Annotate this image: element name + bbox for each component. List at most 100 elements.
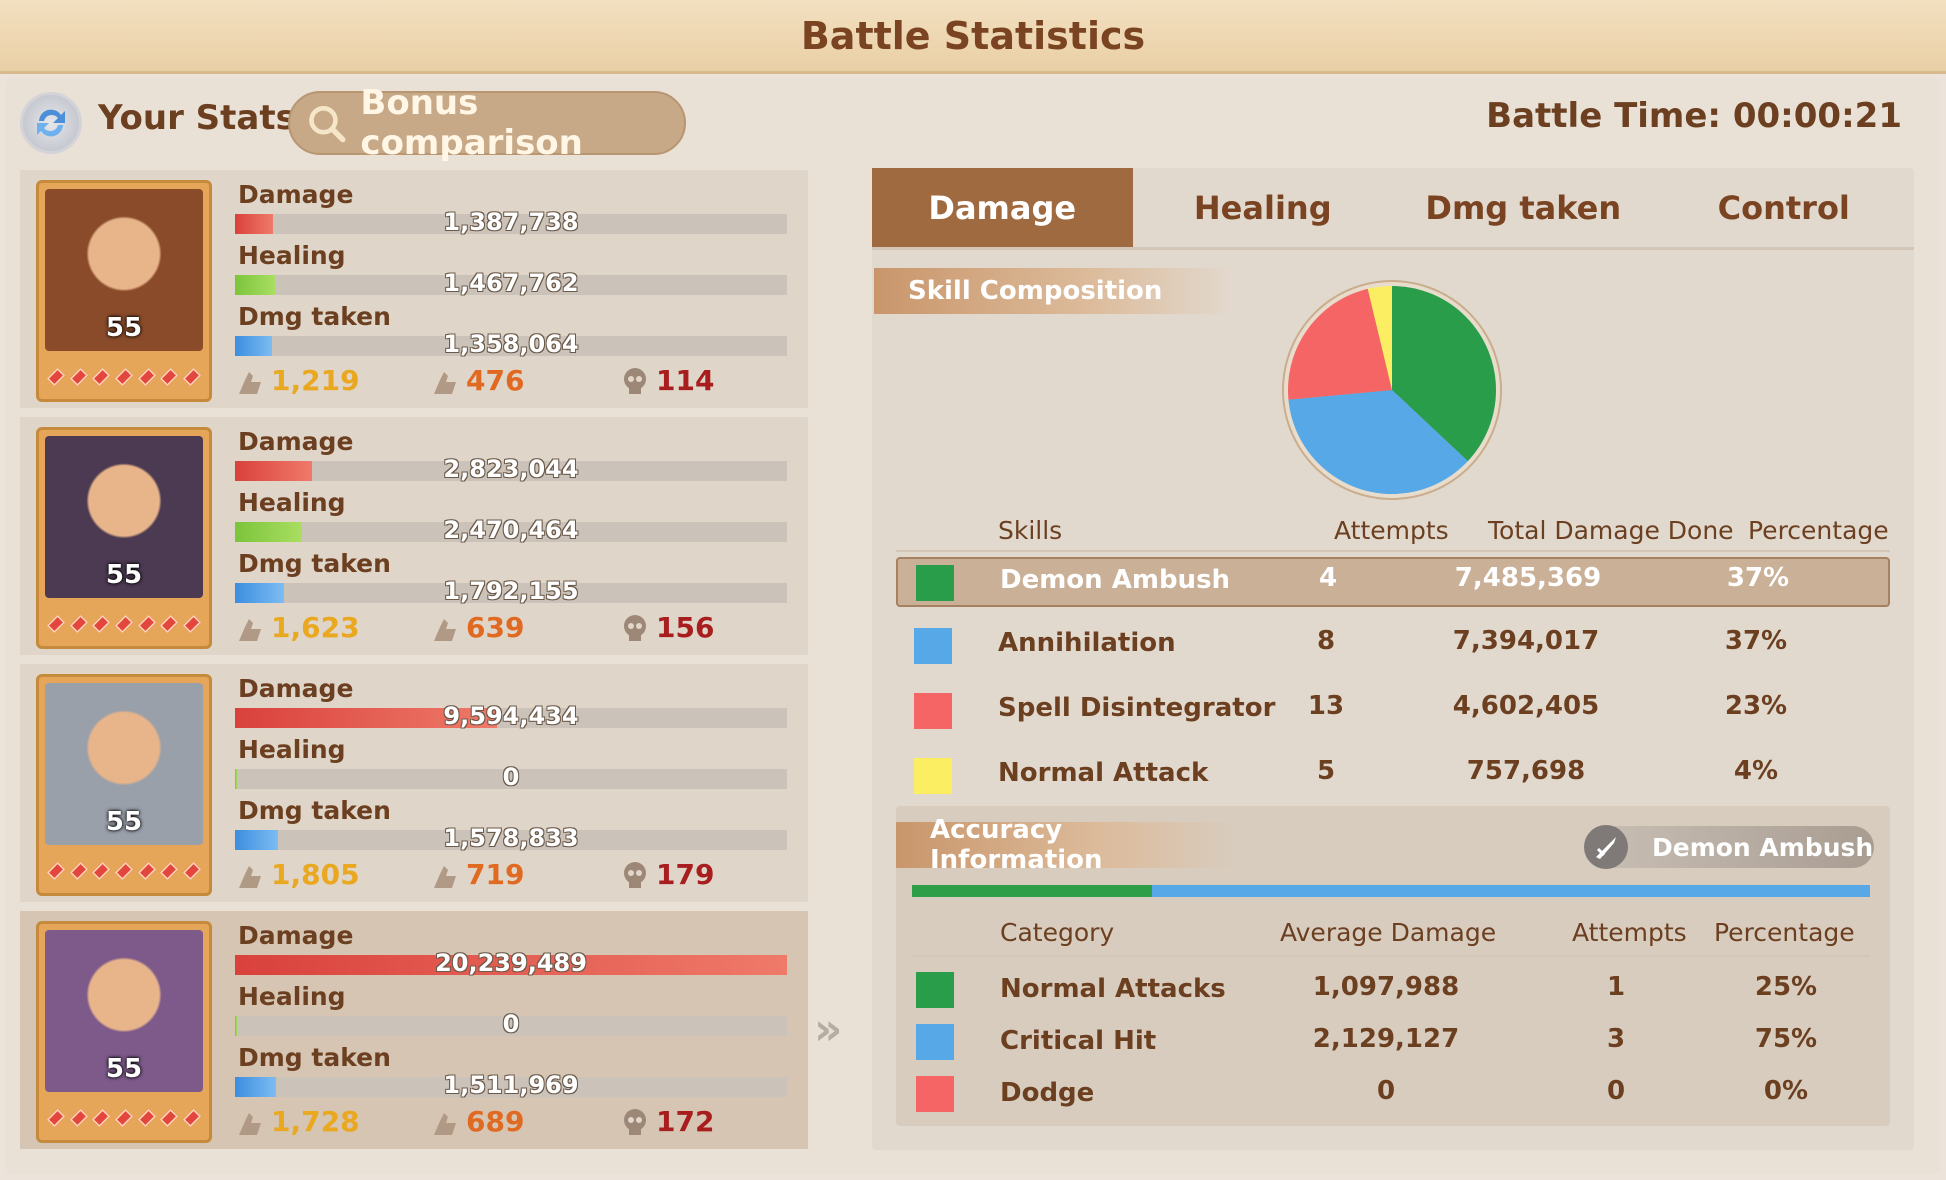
acc-percentage-col-header: Percentage bbox=[1714, 918, 1855, 947]
category-col-header: Category bbox=[1000, 918, 1115, 947]
healing-bar: 0 bbox=[235, 1010, 787, 1038]
skill-name: Annihilation bbox=[998, 628, 1176, 658]
assists-stat: 476 bbox=[430, 364, 524, 397]
star-icon bbox=[47, 367, 66, 387]
hero-portrait[interactable]: 55 bbox=[36, 180, 212, 402]
skull-icon bbox=[624, 614, 646, 641]
star-icon bbox=[137, 861, 156, 881]
assists-value: 639 bbox=[466, 611, 525, 644]
star-icon bbox=[47, 861, 66, 881]
category-average-damage: 0 bbox=[1376, 1076, 1396, 1106]
attempts-col-header: Attempts bbox=[1334, 516, 1449, 545]
kill-hand-icon bbox=[239, 371, 261, 394]
star-icon bbox=[92, 614, 111, 634]
skill-row[interactable]: Annihilation 8 7,394,017 37% bbox=[896, 622, 1890, 672]
category-name: Dodge bbox=[1000, 1078, 1095, 1108]
hero-row[interactable]: 55 Damage 20,239,489 Healing 0 Dmg taken… bbox=[20, 911, 808, 1149]
selected-skill-badge[interactable]: Demon Ambush bbox=[1584, 825, 1874, 869]
hero-level: 55 bbox=[105, 313, 143, 343]
your-stats-label: Your Stats bbox=[98, 98, 296, 138]
healing-bar-fill bbox=[235, 1016, 238, 1036]
assists-value: 476 bbox=[466, 364, 525, 397]
tab-control[interactable]: Control bbox=[1717, 188, 1850, 227]
accuracy-row: Dodge 0 0 0% bbox=[896, 1072, 1890, 1122]
selected-skill-name: Demon Ambush bbox=[1652, 832, 1874, 862]
healing-bar-fill bbox=[235, 522, 303, 542]
category-color-swatch bbox=[916, 1076, 954, 1112]
category-attempts: 1 bbox=[1606, 972, 1626, 1002]
deaths-stat: 172 bbox=[620, 1105, 714, 1138]
skill-name: Normal Attack bbox=[998, 758, 1209, 788]
swap-icon bbox=[37, 109, 65, 137]
skill-row[interactable]: Spell Disintegrator 13 4,602,405 23% bbox=[896, 687, 1890, 737]
hero-row[interactable]: 55 Damage 2,823,044 Healing 2,470,464 Dm… bbox=[20, 417, 808, 655]
hero-portrait[interactable]: 55 bbox=[36, 921, 212, 1143]
pie-slice bbox=[1367, 284, 1392, 390]
star-icon bbox=[69, 1108, 88, 1128]
kills-value: 1,219 bbox=[271, 364, 360, 397]
star-icon bbox=[160, 614, 179, 634]
category-name: Critical Hit bbox=[1000, 1026, 1157, 1056]
assist-hand-icon bbox=[434, 618, 456, 641]
damage-label: Damage bbox=[238, 674, 354, 703]
tab-healing[interactable]: Healing bbox=[1193, 188, 1332, 227]
kill-hand-icon bbox=[239, 618, 261, 641]
skill-percentage: 23% bbox=[1724, 691, 1788, 721]
hero-portrait[interactable]: 55 bbox=[36, 427, 212, 649]
taken-bar: 1,511,969 bbox=[235, 1071, 787, 1099]
healing-bar: 1,467,762 bbox=[235, 269, 787, 297]
category-color-swatch bbox=[916, 1024, 954, 1060]
expand-arrow-icon[interactable]: » bbox=[814, 1004, 843, 1055]
deaths-stat: 156 bbox=[620, 611, 714, 644]
skill-attempts: 4 bbox=[1318, 563, 1338, 593]
star-rating bbox=[45, 1100, 203, 1136]
tab-damage[interactable]: Damage bbox=[872, 168, 1133, 247]
healing-label: Healing bbox=[238, 982, 346, 1011]
star-icon bbox=[47, 1108, 66, 1128]
deaths-value: 172 bbox=[656, 1105, 715, 1138]
pie-slice bbox=[1286, 286, 1392, 400]
healing-label: Healing bbox=[238, 488, 346, 517]
skill-pie-chart bbox=[1282, 280, 1502, 500]
skill-total-damage: 4,602,405 bbox=[1452, 691, 1600, 721]
skill-total-damage: 7,485,369 bbox=[1454, 563, 1602, 593]
skill-name: Spell Disintegrator bbox=[998, 693, 1276, 723]
kills-value: 1,728 bbox=[271, 1105, 360, 1138]
taken-label: Dmg taken bbox=[238, 1043, 391, 1072]
deaths-value: 179 bbox=[656, 858, 715, 891]
skill-row[interactable]: Normal Attack 5 757,698 4% bbox=[896, 752, 1890, 802]
category-attempts: 0 bbox=[1606, 1076, 1626, 1106]
damage-value: 20,239,489 bbox=[435, 949, 587, 977]
star-rating bbox=[45, 606, 203, 642]
taken-bar: 1,578,833 bbox=[235, 824, 787, 852]
hero-level: 55 bbox=[105, 1054, 143, 1084]
damage-bar: 2,823,044 bbox=[235, 455, 787, 483]
average-damage-col-header: Average Damage bbox=[1280, 918, 1497, 947]
hero-row[interactable]: 55 Damage 9,594,434 Healing 0 Dmg taken … bbox=[20, 664, 808, 902]
category-attempts: 3 bbox=[1606, 1024, 1626, 1054]
skull-icon bbox=[624, 367, 646, 394]
accuracy-ratio-bar bbox=[912, 885, 1870, 897]
skill-attempts: 13 bbox=[1307, 691, 1345, 721]
star-icon bbox=[69, 367, 88, 387]
skill-total-damage: 757,698 bbox=[1466, 756, 1586, 786]
assist-hand-icon bbox=[434, 1112, 456, 1135]
hero-face-icon bbox=[45, 436, 203, 598]
skill-row[interactable]: Demon Ambush 4 7,485,369 37% bbox=[896, 557, 1890, 607]
skill-percentage: 4% bbox=[1733, 756, 1779, 786]
damage-value: 2,823,044 bbox=[443, 455, 579, 483]
assists-value: 689 bbox=[466, 1105, 525, 1138]
category-name: Normal Attacks bbox=[1000, 974, 1226, 1004]
hero-portrait[interactable]: 55 bbox=[36, 674, 212, 896]
tab-dmg-taken[interactable]: Dmg taken bbox=[1425, 188, 1622, 227]
skill-percentage: 37% bbox=[1726, 563, 1790, 593]
damage-bar-fill bbox=[235, 214, 274, 234]
assist-hand-icon bbox=[434, 371, 456, 394]
swap-view-button[interactable] bbox=[20, 92, 82, 154]
hero-row[interactable]: 55 Damage 1,387,738 Healing 1,467,762 Dm… bbox=[20, 170, 808, 408]
bonus-comparison-button[interactable]: Bonus comparison bbox=[288, 83, 686, 163]
star-icon bbox=[137, 614, 156, 634]
damage-bar: 20,239,489 bbox=[235, 949, 787, 977]
accuracy-row: Critical Hit 2,129,127 3 75% bbox=[896, 1020, 1890, 1070]
assists-stat: 639 bbox=[430, 611, 524, 644]
